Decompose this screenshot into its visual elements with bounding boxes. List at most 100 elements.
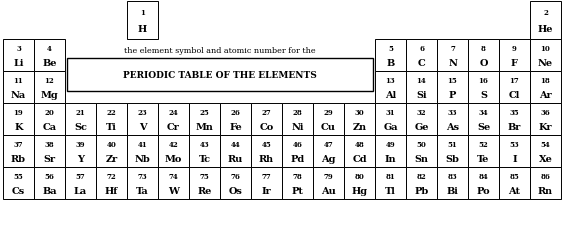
Text: Xe: Xe	[539, 154, 552, 163]
Bar	[406, 40, 437, 72]
Text: Se: Se	[477, 122, 490, 131]
Bar	[406, 104, 437, 135]
Bar	[189, 135, 220, 167]
Text: Nb: Nb	[135, 154, 151, 163]
Bar	[530, 40, 561, 72]
Text: F: F	[511, 58, 518, 67]
Text: 45: 45	[262, 140, 271, 148]
Text: Mn: Mn	[196, 122, 213, 131]
Bar	[220, 135, 251, 167]
Text: 7: 7	[450, 45, 455, 53]
Bar	[189, 104, 220, 135]
Bar	[96, 104, 127, 135]
Text: B: B	[386, 58, 395, 67]
Text: Mg: Mg	[41, 90, 59, 99]
Text: 46: 46	[293, 140, 302, 148]
Bar	[3, 167, 34, 199]
Text: 18: 18	[541, 77, 550, 85]
Text: 34: 34	[479, 109, 488, 117]
Text: 16: 16	[479, 77, 488, 85]
Bar	[468, 135, 499, 167]
Text: Ge: Ge	[414, 122, 429, 131]
Text: Pb: Pb	[415, 186, 429, 195]
Text: N: N	[448, 58, 457, 67]
Bar	[437, 135, 468, 167]
Bar	[67, 58, 373, 92]
Bar	[530, 167, 561, 199]
Text: Co: Co	[259, 122, 274, 131]
Text: La: La	[74, 186, 87, 195]
Text: 53: 53	[510, 140, 519, 148]
Text: Ne: Ne	[538, 58, 553, 67]
Text: 36: 36	[541, 109, 550, 117]
Text: Ni: Ni	[291, 122, 304, 131]
Text: Tc: Tc	[199, 154, 210, 163]
Text: 76: 76	[231, 172, 240, 180]
Text: 26: 26	[231, 109, 240, 117]
Text: 14: 14	[417, 77, 426, 85]
Bar	[127, 135, 158, 167]
Bar	[468, 72, 499, 104]
Text: 47: 47	[324, 140, 333, 148]
Bar	[344, 167, 375, 199]
Bar	[375, 167, 406, 199]
Text: 40: 40	[107, 140, 116, 148]
Text: 82: 82	[417, 172, 426, 180]
Bar	[3, 135, 34, 167]
Bar	[313, 167, 344, 199]
Bar	[282, 104, 313, 135]
Text: Te: Te	[477, 154, 490, 163]
Text: H: H	[138, 25, 147, 34]
Bar	[375, 104, 406, 135]
Text: 10: 10	[541, 45, 550, 53]
Text: At: At	[509, 186, 521, 195]
Text: 25: 25	[200, 109, 209, 117]
Bar	[3, 72, 34, 104]
Bar	[34, 104, 65, 135]
Text: 11: 11	[14, 77, 23, 85]
Text: 15: 15	[448, 77, 457, 85]
Text: Po: Po	[477, 186, 490, 195]
Text: Cl: Cl	[509, 90, 520, 99]
Bar	[282, 135, 313, 167]
Bar	[282, 167, 313, 199]
Text: 57: 57	[76, 172, 85, 180]
Text: PERIODIC TABLE OF THE ELEMENTS: PERIODIC TABLE OF THE ELEMENTS	[123, 71, 317, 79]
Bar	[437, 167, 468, 199]
Bar	[220, 104, 251, 135]
Text: Be: Be	[42, 58, 57, 67]
Bar	[96, 135, 127, 167]
Text: 80: 80	[355, 172, 364, 180]
Bar	[530, 104, 561, 135]
Text: 52: 52	[479, 140, 488, 148]
Bar	[34, 40, 65, 72]
Text: 85: 85	[510, 172, 519, 180]
Text: 13: 13	[386, 77, 395, 85]
Text: Rn: Rn	[538, 186, 553, 195]
Bar	[65, 167, 96, 199]
Bar	[251, 167, 282, 199]
Text: Ta: Ta	[136, 186, 149, 195]
Text: He: He	[537, 25, 553, 34]
Bar	[499, 167, 530, 199]
Text: 42: 42	[169, 140, 178, 148]
Text: Zr: Zr	[105, 154, 118, 163]
Text: 49: 49	[386, 140, 395, 148]
Text: Sn: Sn	[415, 154, 429, 163]
Text: Cr: Cr	[167, 122, 180, 131]
Bar	[158, 135, 189, 167]
Bar	[375, 40, 406, 72]
Bar	[313, 135, 344, 167]
Bar	[127, 167, 158, 199]
Text: 22: 22	[107, 109, 116, 117]
Text: 75: 75	[200, 172, 209, 180]
Text: C: C	[417, 58, 425, 67]
Text: 21: 21	[76, 109, 85, 117]
Text: Pd: Pd	[290, 154, 305, 163]
Text: 5: 5	[388, 45, 393, 53]
Text: 43: 43	[200, 140, 209, 148]
Text: 44: 44	[231, 140, 240, 148]
Text: 79: 79	[324, 172, 333, 180]
Text: 86: 86	[540, 172, 550, 180]
Bar	[189, 167, 220, 199]
